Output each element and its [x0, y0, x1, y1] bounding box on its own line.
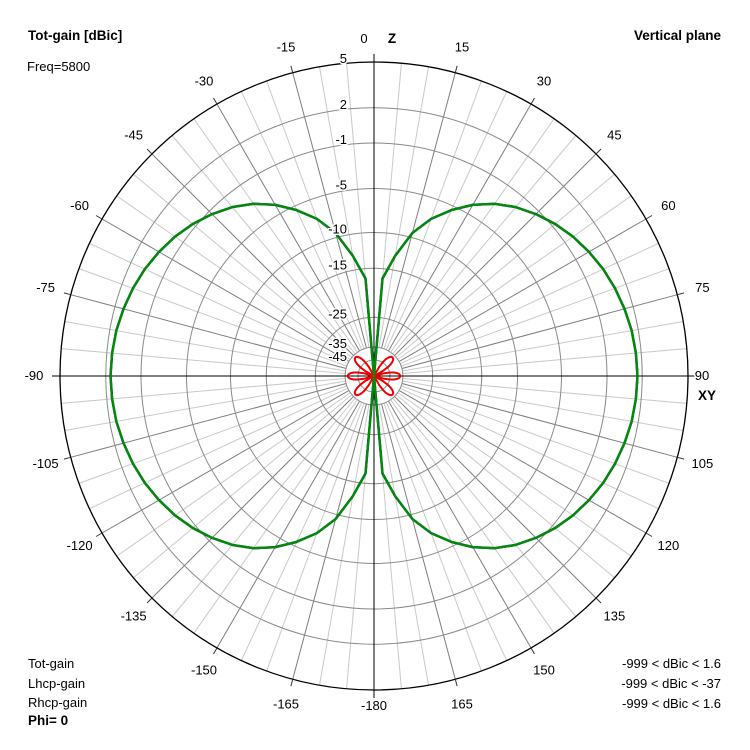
angle-label-90: 90 [695, 368, 709, 383]
legend-rhcp-gain-label: Rhcp-gain [28, 695, 87, 710]
angle-label-75: 75 [695, 280, 709, 295]
ring-label-2: 2 [340, 97, 347, 112]
ring-label--10: -10 [328, 222, 347, 237]
angle-label--15: -15 [277, 40, 296, 55]
angle-label-120: 120 [658, 538, 680, 553]
ring-label--1: -1 [335, 132, 347, 147]
page-title: Tot-gain [dBic] [28, 28, 122, 43]
angle-label--105: -105 [33, 456, 59, 471]
angle-label--45: -45 [124, 128, 143, 143]
angle-label--30: -30 [195, 74, 214, 89]
angle-label--90: -90 [25, 368, 44, 383]
angle-label-165: 165 [451, 696, 473, 711]
angle-label--60: -60 [70, 198, 89, 213]
phi-label: Phi= 0 [28, 713, 68, 728]
angle-label--135: -135 [121, 608, 147, 623]
axis-labels: 153045607590105120135150165-180-165-150-… [23, 30, 717, 715]
ring-label--35: -35 [328, 336, 347, 351]
ring-label-5: 5 [340, 51, 347, 66]
angle-label-30: 30 [537, 74, 551, 89]
polar-grid [52, 54, 696, 698]
z-axis-label: Z [388, 31, 396, 46]
legend-lhcp-gain-label: Lhcp-gain [28, 676, 85, 691]
frequency-label: Freq=5800 [27, 59, 90, 74]
top-axis-tick: 0 [360, 31, 367, 46]
angle-label--75: -75 [36, 280, 55, 295]
angle-label-105: 105 [692, 456, 714, 471]
angle-label--150: -150 [191, 662, 217, 677]
pattern-curves [109, 202, 639, 550]
legend-rhcp-gain-range: -999 < dBic < 1.6 [622, 696, 721, 711]
angle-label--120: -120 [67, 538, 93, 553]
plane-label: Vertical plane [634, 28, 722, 43]
ring-label--15: -15 [328, 257, 347, 272]
angle-label-15: 15 [455, 40, 469, 55]
angle-label-135: 135 [604, 608, 626, 623]
legend-tot-gain-label: Tot-gain [28, 656, 74, 671]
curve-tot-gain [109, 202, 639, 550]
angle-label--180: -180 [361, 698, 387, 713]
legend-lhcp-gain-range: -999 < dBic < -37 [621, 676, 721, 691]
ring-label--25: -25 [328, 306, 347, 321]
angle-label-60: 60 [661, 198, 675, 213]
angle-label--165: -165 [273, 696, 299, 711]
legend-tot-gain-range: -999 < dBic < 1.6 [622, 656, 721, 671]
ring-label--45: -45 [328, 349, 347, 364]
xy-axis-label: XY [698, 388, 716, 403]
ring-label--5: -5 [335, 178, 347, 193]
angle-label-150: 150 [533, 662, 555, 677]
angle-label-45: 45 [607, 128, 621, 143]
